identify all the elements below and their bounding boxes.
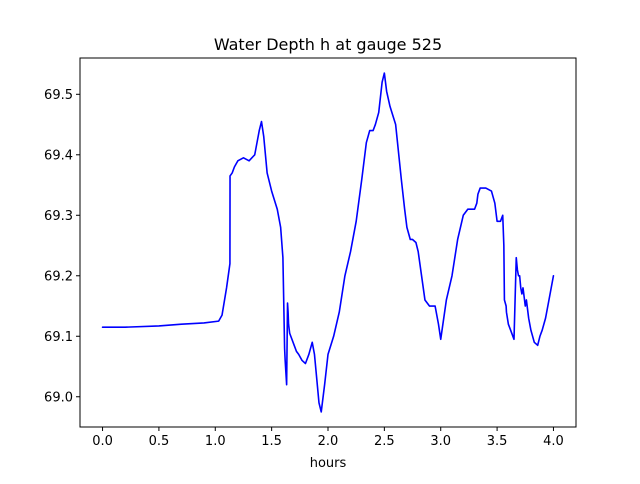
y-tick-label: 69.5 (44, 88, 73, 103)
x-tick-label: 4.0 (543, 434, 564, 449)
chart-title: Water Depth h at gauge 525 (214, 35, 442, 54)
x-tick-label: 2.5 (374, 434, 395, 449)
plot-frame (79, 57, 577, 428)
y-tick-label: 69.1 (44, 330, 73, 345)
x-axis-label: hours (310, 456, 347, 471)
y-tick-label: 69.4 (44, 148, 73, 163)
x-tick-label: 2.0 (318, 434, 339, 449)
x-tick-label: 3.0 (430, 434, 451, 449)
x-tick-label: 3.5 (487, 434, 508, 449)
x-axis: 0.0 0.5 1.0 1.5 2.0 2.5 3.0 3.5 4.0 (92, 427, 564, 449)
x-tick-label: 0.5 (149, 434, 170, 449)
y-tick-label: 69.0 (44, 390, 73, 405)
x-tick-label: 0.0 (92, 434, 113, 449)
y-tick-label: 69.3 (44, 209, 73, 224)
x-tick-label: 1.5 (261, 434, 282, 449)
series-line-0 (101, 72, 555, 413)
y-tick-label: 69.2 (44, 269, 73, 284)
plot-area (79, 57, 577, 428)
x-tick-label: 1.0 (205, 434, 226, 449)
y-axis: 69.0 69.1 69.2 69.3 69.4 69.5 (44, 88, 80, 405)
